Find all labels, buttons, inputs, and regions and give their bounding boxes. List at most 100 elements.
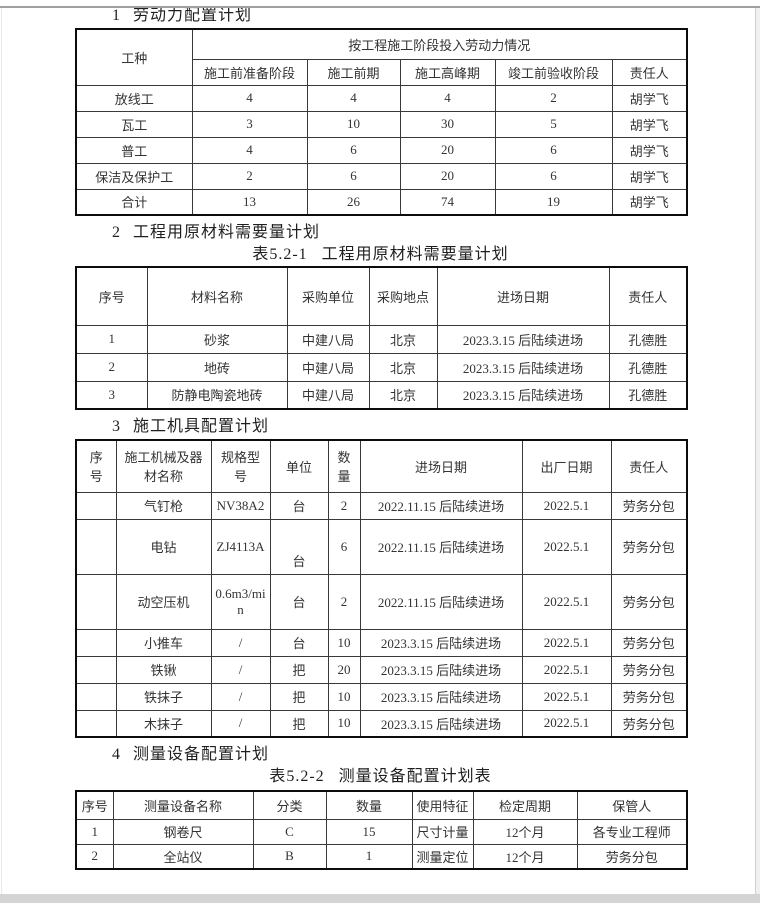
table-cell bbox=[75, 628, 117, 657]
table-cell bbox=[75, 491, 117, 520]
table-cell: 15 bbox=[325, 818, 413, 845]
table-cell: 尺寸计量 bbox=[411, 818, 474, 845]
table-cell: 2023.3.15 后陆续进场 bbox=[359, 682, 523, 711]
labor-plan-table: 工种 按工程施工阶段投入劳动力情况 施工前准备阶段 施工前期 施工高峰期 竣工前… bbox=[75, 28, 689, 216]
table-cell: 74 bbox=[399, 188, 496, 216]
table-cell: 胡学飞 bbox=[611, 110, 688, 138]
table-cell: / bbox=[210, 655, 271, 684]
table-cell: 胡学飞 bbox=[611, 84, 688, 112]
table-cell: 动空压机 bbox=[115, 573, 212, 630]
section-heading-instruments: 4 测量设备配置计划 bbox=[112, 745, 760, 765]
table-cell: 把 bbox=[269, 709, 329, 738]
table-cell: 2022.11.15 后陆续进场 bbox=[359, 518, 523, 575]
table-cell: 4 bbox=[191, 84, 308, 112]
column-header: 单位 bbox=[269, 439, 329, 493]
table-cell: 小推车 bbox=[115, 628, 212, 657]
table-cell: 放线工 bbox=[75, 84, 193, 112]
table-cell: 2022.5.1 bbox=[521, 655, 612, 684]
table-row: 1 砂浆 中建八局 北京 2023.3.15 后陆续进场 孔德胜 bbox=[75, 324, 688, 354]
table-row: 铁锹 / 把 20 2023.3.15 后陆续进场 2022.5.1 劳务分包 bbox=[75, 655, 688, 684]
table-row: 保洁及保护工 2 6 20 6 胡学飞 bbox=[75, 162, 688, 190]
section-heading-materials: 2 工程用原材料需要量计划 bbox=[112, 223, 760, 243]
table-cell: 地砖 bbox=[146, 352, 288, 382]
table-cell: 把 bbox=[269, 682, 329, 711]
column-header: 竣工前验收阶段 bbox=[494, 58, 613, 86]
column-header-worktype: 工种 bbox=[75, 28, 193, 86]
column-header: 序号 bbox=[75, 790, 114, 820]
table-cell: 孔德胜 bbox=[608, 352, 688, 382]
table-cell: / bbox=[210, 709, 271, 738]
table-cell: 2023.3.15 后陆续进场 bbox=[359, 655, 523, 684]
page-left-edge bbox=[1, 8, 2, 894]
table-cell: 劳务分包 bbox=[610, 682, 688, 711]
table-cell: 1 bbox=[325, 843, 413, 870]
table-header-row: 序号 施工机械及器材名称 规格型号 单位 数量 进场日期 出厂日期 责任人 bbox=[75, 439, 688, 493]
table-cell: 测量定位 bbox=[411, 843, 474, 870]
section-title: 劳动力配置计划 bbox=[133, 7, 253, 24]
table-row: 1 钢卷尺 C 15 尺寸计量 12个月 各专业工程师 bbox=[75, 818, 688, 845]
table-cell: 劳务分包 bbox=[610, 709, 688, 738]
table-cell: 孔德胜 bbox=[608, 324, 688, 354]
column-header-span-phases: 按工程施工阶段投入劳动力情况 bbox=[191, 28, 688, 60]
table-cell: 孔德胜 bbox=[608, 380, 688, 410]
column-header: 检定周期 bbox=[472, 790, 578, 820]
table-cell: 各专业工程师 bbox=[576, 818, 688, 845]
table-cell: 2022.11.15 后陆续进场 bbox=[359, 491, 523, 520]
table-row: 小推车 / 台 10 2023.3.15 后陆续进场 2022.5.1 劳务分包 bbox=[75, 628, 688, 657]
table-cell: 2022.5.1 bbox=[521, 628, 612, 657]
table-cell: 把 bbox=[269, 655, 329, 684]
table-row: 普工 4 6 20 6 胡学飞 bbox=[75, 136, 688, 164]
column-header: 保管人 bbox=[576, 790, 688, 820]
table-cell: 台 bbox=[269, 518, 329, 575]
table-cell: 台 bbox=[269, 491, 329, 520]
table-cell: 劳务分包 bbox=[610, 628, 688, 657]
table-cell: 2023.3.15 后陆续进场 bbox=[436, 352, 610, 382]
section-number: 2 bbox=[112, 224, 121, 241]
column-header: 责任人 bbox=[611, 58, 688, 86]
table-cell: 钢卷尺 bbox=[112, 818, 254, 845]
column-header: 规格型号 bbox=[210, 439, 271, 493]
table-cell: 胡学飞 bbox=[611, 188, 688, 216]
table-cell: 2022.5.1 bbox=[521, 491, 612, 520]
table-cell: 3 bbox=[191, 110, 308, 138]
caption-label: 表5.2-1 bbox=[252, 246, 308, 263]
table-cell: 劳务分包 bbox=[610, 573, 688, 630]
table-cell: 2023.3.15 后陆续进场 bbox=[436, 324, 610, 354]
table-cell: 6 bbox=[306, 162, 401, 190]
section-number: 3 bbox=[112, 418, 121, 435]
column-header: 进场日期 bbox=[436, 266, 610, 326]
column-header: 使用特征 bbox=[411, 790, 474, 820]
table-cell: 2022.11.15 后陆续进场 bbox=[359, 573, 523, 630]
table-cell: 北京 bbox=[368, 324, 438, 354]
table-cell: 20 bbox=[399, 136, 496, 164]
table-cell: / bbox=[210, 682, 271, 711]
table-cell: 胡学飞 bbox=[611, 162, 688, 190]
table-cell: 气钉枪 bbox=[115, 491, 212, 520]
table-cell bbox=[75, 682, 117, 711]
table-cell: 2 bbox=[494, 84, 613, 112]
table-cell: 劳务分包 bbox=[576, 843, 688, 870]
table-row: 电钻 ZJ4113A 台 6 2022.11.15 后陆续进场 2022.5.1 劳务分包 bbox=[75, 518, 688, 575]
column-header: 采购地点 bbox=[368, 266, 438, 326]
table-cell: 台 bbox=[269, 628, 329, 657]
table-cell: 2023.3.15 后陆续进场 bbox=[436, 380, 610, 410]
column-header: 责任人 bbox=[608, 266, 688, 326]
table-header-row: 序号 材料名称 采购单位 采购地点 进场日期 责任人 bbox=[75, 266, 688, 326]
caption-label: 表5.2-2 bbox=[269, 768, 325, 785]
table-cell: 防静电陶瓷地砖 bbox=[146, 380, 288, 410]
section-title: 测量设备配置计划 bbox=[133, 746, 270, 763]
table-cell: 3 bbox=[75, 380, 148, 410]
table-cell: 10 bbox=[306, 110, 401, 138]
table-cell: 6 bbox=[494, 162, 613, 190]
table-cell: 2022.5.1 bbox=[521, 682, 612, 711]
table-cell bbox=[75, 709, 117, 738]
column-header: 分类 bbox=[252, 790, 327, 820]
materials-plan-table: 序号 材料名称 采购单位 采购地点 进场日期 责任人 1 砂浆 中建八局 北京 2023.3.15… bbox=[75, 266, 688, 410]
table-cell: 2 bbox=[327, 573, 361, 630]
table-cell: 2023.3.15 后陆续进场 bbox=[359, 628, 523, 657]
table-row: 气钉枪 NV38A2 台 2 2022.11.15 后陆续进场 2022.5.1 劳务分包 bbox=[75, 491, 688, 520]
table-caption-materials: 表5.2-1 工程用原材料需要量计划 bbox=[75, 245, 686, 265]
table-cell: 4 bbox=[399, 84, 496, 112]
table-cell: 1 bbox=[75, 818, 114, 845]
table-cell: 20 bbox=[327, 655, 361, 684]
